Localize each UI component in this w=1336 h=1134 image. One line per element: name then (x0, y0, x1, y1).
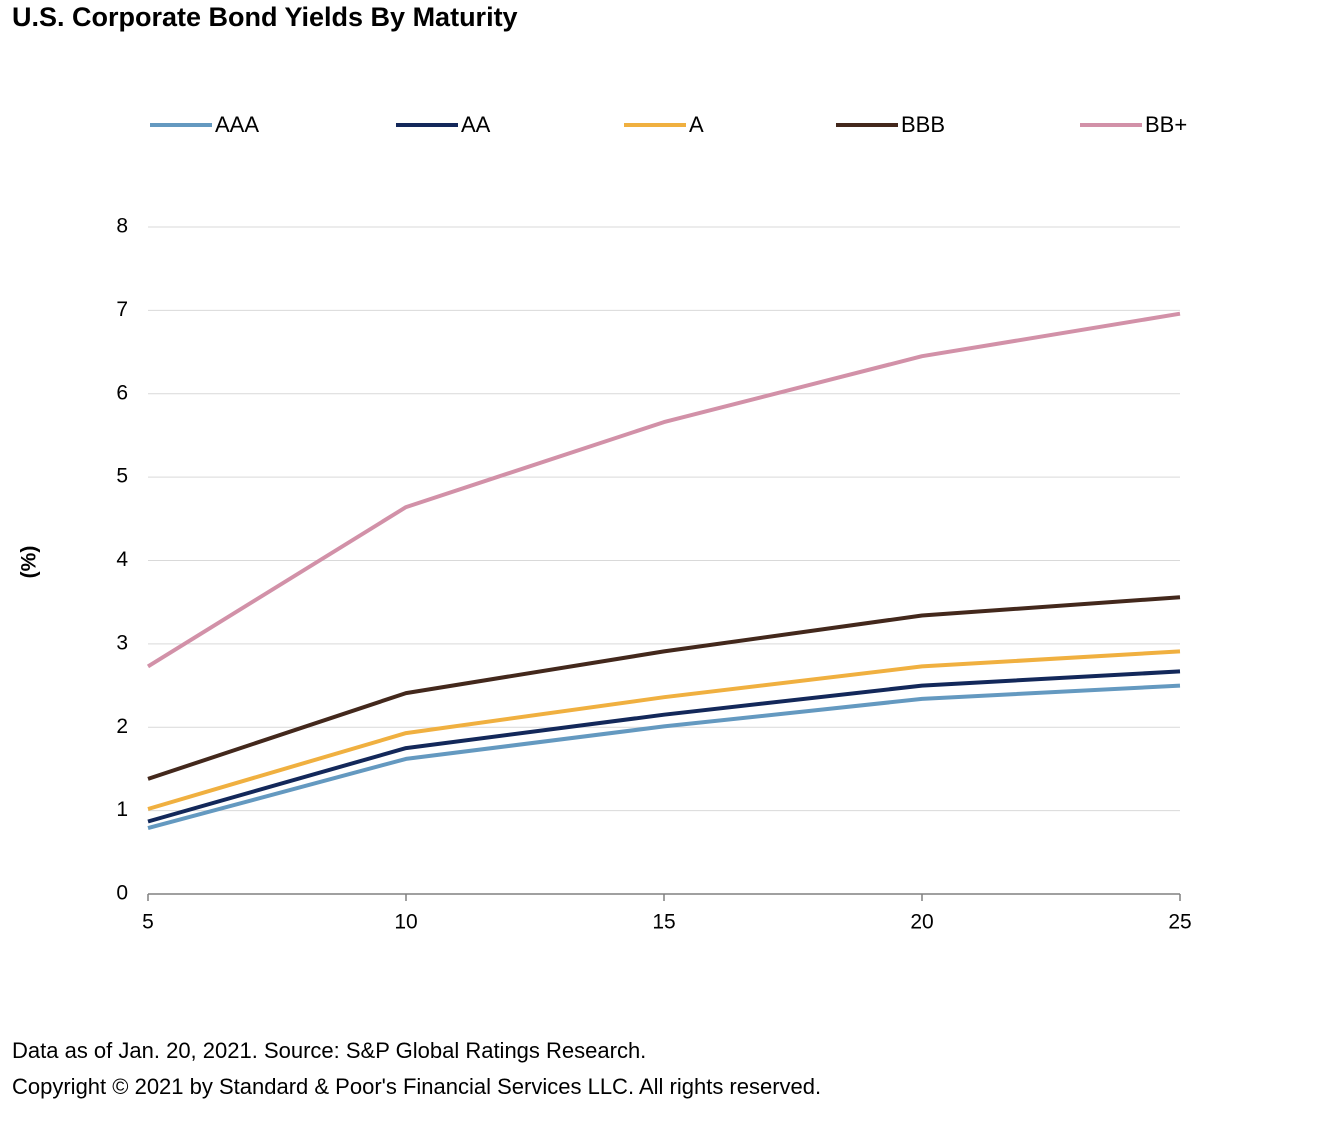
legend-item-bb-plus: BB+ (1080, 112, 1187, 137)
y-tick-label: 3 (116, 631, 128, 654)
series-line-bbb (147, 595, 1181, 781)
x-tick-labels: 5 10 15 20 25 (142, 911, 1192, 934)
y-tick-label: 1 (116, 798, 128, 821)
y-tick-label: 6 (116, 381, 128, 404)
gridlines (148, 226, 1180, 812)
series-line-aaa (147, 683, 1181, 831)
legend-label: BB+ (1145, 112, 1187, 137)
x-tick-label: 10 (394, 911, 417, 934)
y-tick-label: 4 (116, 548, 128, 571)
x-tick-label: 20 (910, 911, 933, 934)
legend-item-bbb: BBB (836, 112, 945, 137)
y-tick-label: 2 (116, 715, 128, 738)
legend-item-aaa: AAA (150, 112, 259, 137)
source-note: Data as of Jan. 20, 2021. Source: S&P Gl… (12, 1038, 647, 1063)
legend-label: BBB (901, 112, 945, 137)
series-line-a (147, 649, 1181, 811)
y-tick-labels: 0 1 2 3 4 5 6 7 8 (116, 215, 128, 905)
series-line-aa (147, 669, 1181, 824)
legend-label: AAA (215, 112, 259, 137)
y-tick-label: 0 (116, 882, 128, 905)
legend-label: A (689, 112, 704, 137)
y-tick-label: 5 (116, 465, 128, 488)
axes (147, 893, 1181, 901)
chart-title: U.S. Corporate Bond Yields By Maturity (12, 2, 518, 32)
series-lines (146, 311, 1181, 831)
series-line-bb-plus (146, 311, 1181, 669)
legend: AAA AA A BBB BB+ (150, 112, 1187, 137)
x-tick-label: 5 (142, 911, 154, 934)
legend-item-a: A (624, 112, 704, 137)
y-axis-label: (%) (18, 546, 41, 579)
x-tick-label: 15 (652, 911, 675, 934)
legend-item-aa: AA (396, 112, 491, 137)
y-tick-label: 7 (116, 298, 128, 321)
y-tick-label: 8 (116, 215, 128, 238)
copyright-note: Copyright © 2021 by Standard & Poor's Fi… (12, 1074, 822, 1099)
legend-label: AA (461, 112, 491, 137)
x-tick-label: 25 (1168, 911, 1191, 934)
